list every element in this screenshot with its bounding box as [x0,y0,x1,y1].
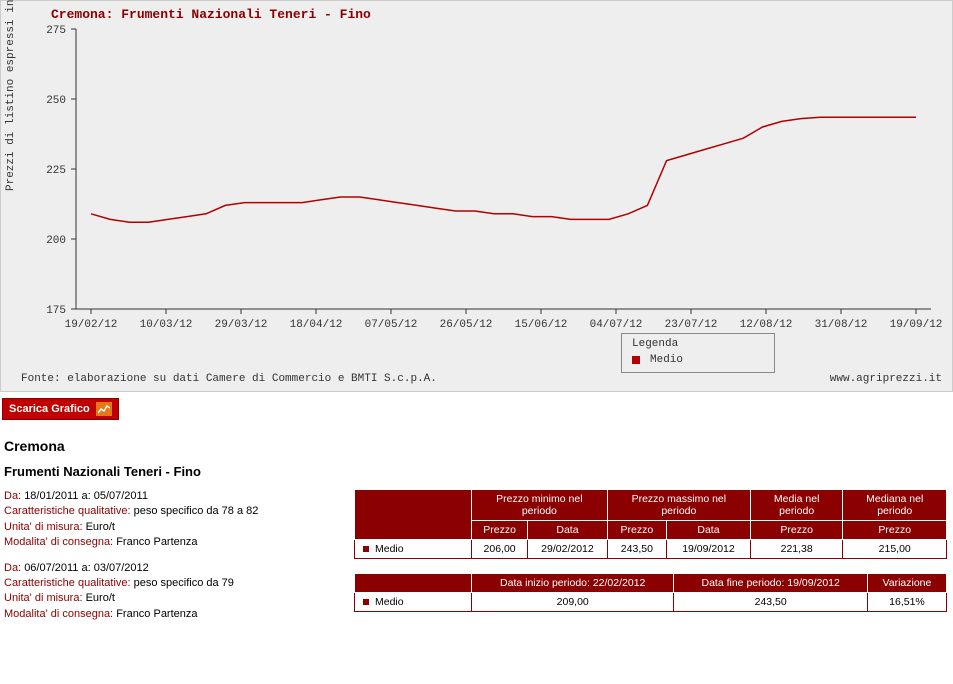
svg-text:15/06/12: 15/06/12 [515,319,568,331]
t1-c1: 29/02/2012 [528,540,608,559]
t1-h-mediana: Mediana nel periodo [843,490,947,521]
t1-sh-4: Prezzo [750,521,842,540]
t1-h-min: Prezzo minimo nel periodo [472,490,608,521]
modalita-value: Franco Partenza [116,608,197,620]
caratt-value: peso specifico da 78 a 82 [134,505,259,517]
table-row: Medio 209,00 243,50 16,51% [355,593,947,612]
summary-table-1: Prezzo minimo nel periodo Prezzo massimo… [354,489,947,559]
product-heading: Frumenti Nazionali Teneri - Fino [4,464,953,479]
svg-text:18/04/12: 18/04/12 [290,319,343,331]
legend-label: Medio [650,354,683,366]
lower-section: Da: 18/01/2011 a: 05/07/2011 Caratterist… [4,489,953,632]
t2-c0: 209,00 [472,593,674,612]
meta-column: Da: 18/01/2011 a: 05/07/2011 Caratterist… [4,489,344,632]
modalita-value: Franco Partenza [116,536,197,548]
chart-legend: Legenda Medio [621,333,775,373]
t2-empty-header [355,574,472,593]
t2-h-1: Data fine periodo: 19/09/2012 [674,574,867,593]
svg-text:19/02/12: 19/02/12 [65,319,118,331]
svg-text:10/03/12: 10/03/12 [140,319,193,331]
t1-sh-2: Prezzo [607,521,666,540]
svg-text:175: 175 [46,305,66,317]
unita-label: Unita' di misura: [4,521,83,533]
city-heading: Cremona [4,438,953,454]
chart-svg: 175 200 225 250 275 19/02/12 10/03/12 29/03/12 1… [1,1,952,391]
unita-value: Euro/t [86,521,115,533]
chart-footer: Fonte: elaborazione su dati Camere di Co… [21,373,942,385]
da-label: Da: [4,562,21,574]
svg-text:29/03/12: 29/03/12 [215,319,268,331]
t2-c1: 243,50 [674,593,867,612]
chart-icon [96,402,112,416]
t1-c2: 243,50 [607,540,666,559]
svg-text:04/07/12: 04/07/12 [590,319,643,331]
modalita-label: Modalita' di consegna: [4,536,113,548]
tables-column: Prezzo minimo nel periodo Prezzo massimo… [354,489,947,626]
svg-text:26/05/12: 26/05/12 [440,319,493,331]
unita-label: Unita' di misura: [4,592,83,604]
t1-c5: 215,00 [843,540,947,559]
svg-text:12/08/12: 12/08/12 [740,319,793,331]
table-row: Medio 206,00 29/02/2012 243,50 19/09/201… [355,540,947,559]
t1-sh-0: Prezzo [472,521,528,540]
price-chart-panel: Cremona: Frumenti Nazionali Teneri - Fin… [0,0,953,392]
caratt-value: peso specifico da 79 [134,577,234,589]
square-icon [363,546,369,552]
t1-sh-5: Prezzo [843,521,947,540]
modalita-label: Modalita' di consegna: [4,608,113,620]
svg-text:23/07/12: 23/07/12 [665,319,718,331]
t1-c3: 19/09/2012 [667,540,751,559]
summary-table-2: Data inizio periodo: 22/02/2012 Data fin… [354,573,947,612]
t1-c4: 221,38 [750,540,842,559]
svg-text:200: 200 [46,235,66,247]
download-chart-button[interactable]: Scarica Grafico [2,398,119,420]
chart-site: www.agriprezzi.it [830,373,942,385]
download-chart-label: Scarica Grafico [9,403,90,415]
caratt-label: Caratteristiche qualitative: [4,577,131,589]
period-block-1: Da: 06/07/2011 a: 03/07/2012 Caratterist… [4,561,344,623]
da-value: 06/07/2011 a: 03/07/2012 [24,562,149,574]
da-value: 18/01/2011 a: 05/07/2011 [24,490,148,502]
svg-text:225: 225 [46,165,66,177]
t1-c0: 206,00 [472,540,528,559]
t2-c2: 16,51% [867,593,946,612]
svg-text:275: 275 [46,25,66,37]
da-label: Da: [4,490,21,502]
chart-source: Fonte: elaborazione su dati Camere di Co… [21,373,437,385]
svg-text:250: 250 [46,95,66,107]
svg-text:07/05/12: 07/05/12 [365,319,418,331]
legend-item: Medio [628,352,768,368]
t1-h-max: Prezzo massimo nel periodo [607,490,750,521]
square-icon [363,599,369,605]
t2-h-2: Variazione [867,574,946,593]
svg-text:19/09/12: 19/09/12 [890,319,943,331]
t1-h-media: Media nel periodo [750,490,842,521]
t1-sh-3: Data [667,521,751,540]
legend-title: Legenda [628,336,768,352]
period-block-0: Da: 18/01/2011 a: 05/07/2011 Caratterist… [4,489,344,551]
caratt-label: Caratteristiche qualitative: [4,505,131,517]
legend-swatch [632,356,640,364]
t1-sh-1: Data [528,521,608,540]
t1-row-label: Medio [355,540,472,559]
t2-row-label: Medio [355,593,472,612]
unita-value: Euro/t [86,592,115,604]
t1-empty-header [355,490,472,540]
t2-h-0: Data inizio periodo: 22/02/2012 [472,574,674,593]
svg-text:31/08/12: 31/08/12 [815,319,868,331]
